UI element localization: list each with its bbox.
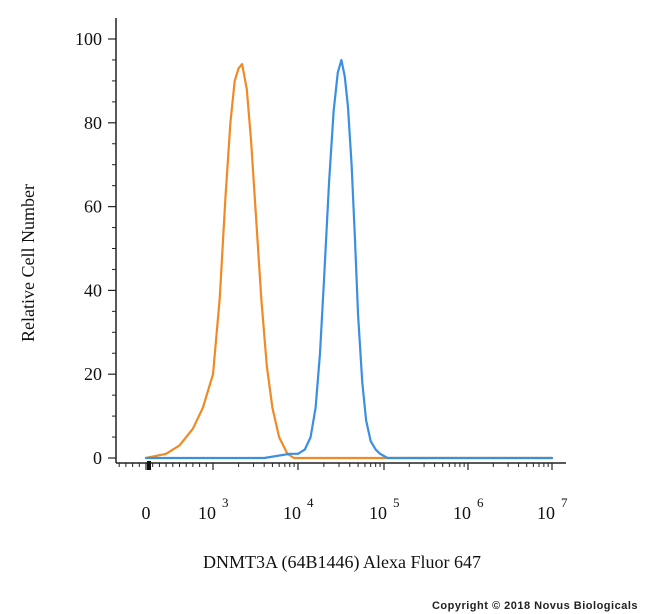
series-layer [144,58,554,460]
y-tick-label: 40 [84,280,102,300]
x-tick-label: 0 [142,503,151,523]
minor-ticks [112,59,549,467]
y-tick-label: 100 [75,29,102,49]
y-tick-label: 20 [84,364,102,384]
x-tick-label: 10 [537,503,555,523]
y-tick-label: 60 [84,197,102,217]
y-tick-label: 0 [93,448,102,468]
x-axis-title: DNMT3A (64B1446) Alexa Fluor 647 [203,552,481,573]
x-tick-exponent: 7 [561,495,568,510]
series-line-2 [144,58,554,460]
x-tick-label: 10 [198,503,216,523]
y-tick-label: 80 [84,113,102,133]
x-tick-exponent: 6 [477,495,484,510]
x-tick-label: 10 [369,503,387,523]
series-line-1 [144,62,554,460]
x-tick-label: 10 [283,503,301,523]
x-tick-label: 10 [453,503,471,523]
zero-marker [147,461,151,470]
tick-labels: 0 20 40 60 80 100 0 10 3 10 4 10 5 10 6 10 7 [75,29,568,523]
x-tick-exponent: 3 [222,495,229,510]
copyright-text: Copyright © 2018 Novus Biologicals [432,600,638,612]
x-tick-exponent: 5 [393,495,400,510]
y-axis-title: Relative Cell Number [18,184,38,342]
axes [108,18,566,470]
x-tick-exponent: 4 [307,495,314,510]
